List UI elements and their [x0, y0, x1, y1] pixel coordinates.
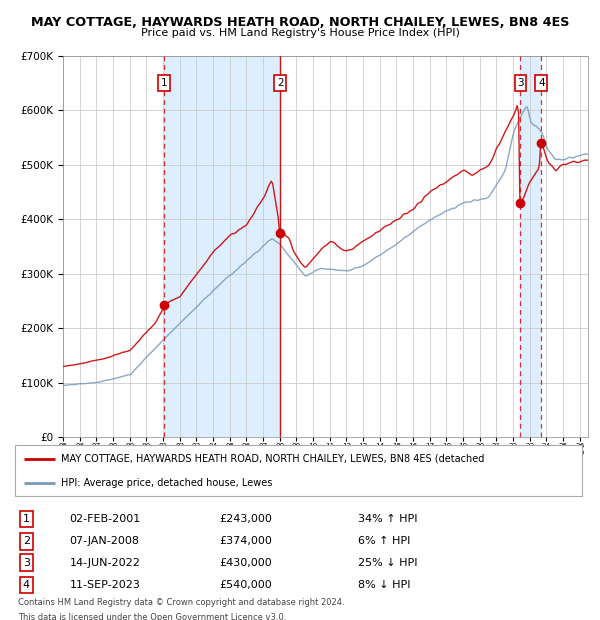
Text: £243,000: £243,000	[220, 514, 272, 524]
Text: MAY COTTAGE, HAYWARDS HEATH ROAD, NORTH CHAILEY, LEWES, BN8 4ES (detached: MAY COTTAGE, HAYWARDS HEATH ROAD, NORTH …	[61, 454, 484, 464]
Text: This data is licensed under the Open Government Licence v3.0.: This data is licensed under the Open Gov…	[18, 613, 286, 620]
Bar	[164, 56, 280, 437]
Text: 34% ↑ HPI: 34% ↑ HPI	[358, 514, 417, 524]
Text: 3: 3	[517, 78, 524, 88]
Text: Price paid vs. HM Land Registry's House Price Index (HPI): Price paid vs. HM Land Registry's House …	[140, 28, 460, 38]
Text: MAY COTTAGE, HAYWARDS HEATH ROAD, NORTH CHAILEY, LEWES, BN8 4ES: MAY COTTAGE, HAYWARDS HEATH ROAD, NORTH …	[31, 16, 569, 29]
Bar	[520, 56, 541, 437]
Bar	[541, 56, 588, 437]
Text: 1: 1	[23, 514, 30, 524]
Text: £540,000: £540,000	[220, 580, 272, 590]
Text: Contains HM Land Registry data © Crown copyright and database right 2024.: Contains HM Land Registry data © Crown c…	[18, 598, 344, 606]
Text: 4: 4	[538, 78, 545, 88]
Text: 14-JUN-2022: 14-JUN-2022	[70, 557, 140, 568]
Text: 2: 2	[277, 78, 283, 88]
Text: £430,000: £430,000	[220, 557, 272, 568]
Text: HPI: Average price, detached house, Lewes: HPI: Average price, detached house, Lewe…	[61, 478, 272, 488]
Text: 3: 3	[23, 557, 30, 568]
Text: 11-SEP-2023: 11-SEP-2023	[70, 580, 140, 590]
Bar	[541, 56, 588, 437]
Text: 02-FEB-2001: 02-FEB-2001	[70, 514, 141, 524]
Text: 6% ↑ HPI: 6% ↑ HPI	[358, 536, 410, 546]
Text: £374,000: £374,000	[220, 536, 272, 546]
Text: 25% ↓ HPI: 25% ↓ HPI	[358, 557, 417, 568]
Text: 2: 2	[23, 536, 30, 546]
Text: 1: 1	[161, 78, 167, 88]
Text: 8% ↓ HPI: 8% ↓ HPI	[358, 580, 410, 590]
Text: 4: 4	[23, 580, 30, 590]
Text: 07-JAN-2008: 07-JAN-2008	[70, 536, 140, 546]
FancyBboxPatch shape	[15, 446, 582, 496]
